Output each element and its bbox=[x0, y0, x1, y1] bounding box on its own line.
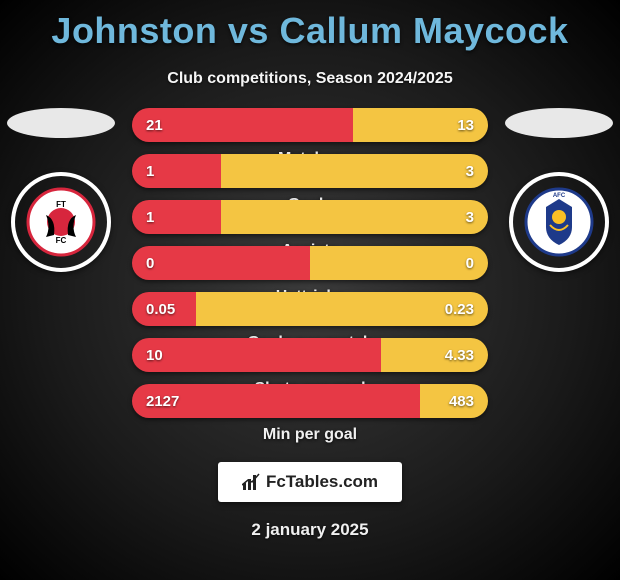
stat-bar-right: 483 bbox=[420, 384, 488, 418]
stat-value-left: 1 bbox=[146, 209, 154, 226]
chart-icon bbox=[242, 473, 260, 491]
stat-bar-left: 1 bbox=[132, 200, 221, 234]
stat-bar: 21 13 bbox=[132, 108, 488, 142]
player-right-column: AFC bbox=[504, 108, 614, 272]
player-right-silhouette bbox=[505, 108, 613, 138]
stat-bar: 2127 483 bbox=[132, 384, 488, 418]
stat-value-right: 13 bbox=[457, 117, 474, 134]
club-badge-right: AFC bbox=[509, 172, 609, 272]
stat-label: Min per goal bbox=[132, 418, 488, 452]
footer: FcTables.com 2 january 2025 bbox=[0, 462, 620, 540]
stat-bar-left: 1 bbox=[132, 154, 221, 188]
stat-value-left: 1 bbox=[146, 163, 154, 180]
player-left-silhouette bbox=[7, 108, 115, 138]
stat-value-left: 0 bbox=[146, 255, 154, 272]
stat-bar-right: 13 bbox=[353, 108, 488, 142]
brand-badge: FcTables.com bbox=[218, 462, 402, 502]
stat-bar-left: 21 bbox=[132, 108, 353, 142]
stat-row: 00Hattricks bbox=[132, 246, 488, 280]
stat-row: 0.050.23Goals per match bbox=[132, 292, 488, 326]
stat-bar-left: 0 bbox=[132, 246, 310, 280]
stat-value-right: 483 bbox=[449, 393, 474, 410]
stat-value-left: 10 bbox=[146, 347, 163, 364]
stat-bar-right: 0.23 bbox=[196, 292, 488, 326]
stat-bar: 13 bbox=[132, 154, 488, 188]
stat-bar: 13 bbox=[132, 200, 488, 234]
stat-row: 2127483Min per goal bbox=[132, 384, 488, 418]
stat-bar-left: 0.05 bbox=[132, 292, 196, 326]
stat-value-right: 0.23 bbox=[445, 301, 474, 318]
stat-bar-left: 10 bbox=[132, 338, 381, 372]
stat-value-left: 0.05 bbox=[146, 301, 175, 318]
stat-value-right: 4.33 bbox=[445, 347, 474, 364]
svg-text:FT: FT bbox=[56, 200, 66, 209]
stat-value-right: 0 bbox=[466, 255, 474, 272]
stat-row: 13Goals bbox=[132, 154, 488, 188]
stat-bar-right: 0 bbox=[310, 246, 488, 280]
svg-text:AFC: AFC bbox=[553, 193, 566, 199]
stat-value-left: 2127 bbox=[146, 393, 179, 410]
brand-text: FcTables.com bbox=[266, 472, 378, 492]
club-logo-right-icon: AFC bbox=[524, 187, 594, 257]
stat-row: 104.33Shots per goal bbox=[132, 338, 488, 372]
page-title: Johnston vs Callum Maycock bbox=[0, 0, 620, 52]
stat-row: 13Assists bbox=[132, 200, 488, 234]
stat-bar-right: 3 bbox=[221, 200, 488, 234]
stat-bar-right: 3 bbox=[221, 154, 488, 188]
stat-value-right: 3 bbox=[466, 209, 474, 226]
stat-bar-left: 2127 bbox=[132, 384, 420, 418]
club-logo-left-icon: FT FC bbox=[26, 187, 96, 257]
stat-bar-right: 4.33 bbox=[381, 338, 488, 372]
stat-value-right: 3 bbox=[466, 163, 474, 180]
stat-bar: 104.33 bbox=[132, 338, 488, 372]
stats-list: 2113Matches13Goals13Assists00Hattricks0.… bbox=[132, 108, 488, 418]
stat-row: 2113Matches bbox=[132, 108, 488, 142]
club-badge-left: FT FC bbox=[11, 172, 111, 272]
subtitle: Club competitions, Season 2024/2025 bbox=[0, 70, 620, 88]
stat-value-left: 21 bbox=[146, 117, 163, 134]
stat-bar: 0.05 0.23 bbox=[132, 292, 488, 326]
date-text: 2 january 2025 bbox=[251, 520, 368, 540]
comparison-panel: FT FC AFC 2113Matches13Goals13Assists00H… bbox=[0, 108, 620, 428]
player-left-column: FT FC bbox=[6, 108, 116, 272]
svg-text:FC: FC bbox=[56, 236, 67, 245]
stat-bar: 00 bbox=[132, 246, 488, 280]
